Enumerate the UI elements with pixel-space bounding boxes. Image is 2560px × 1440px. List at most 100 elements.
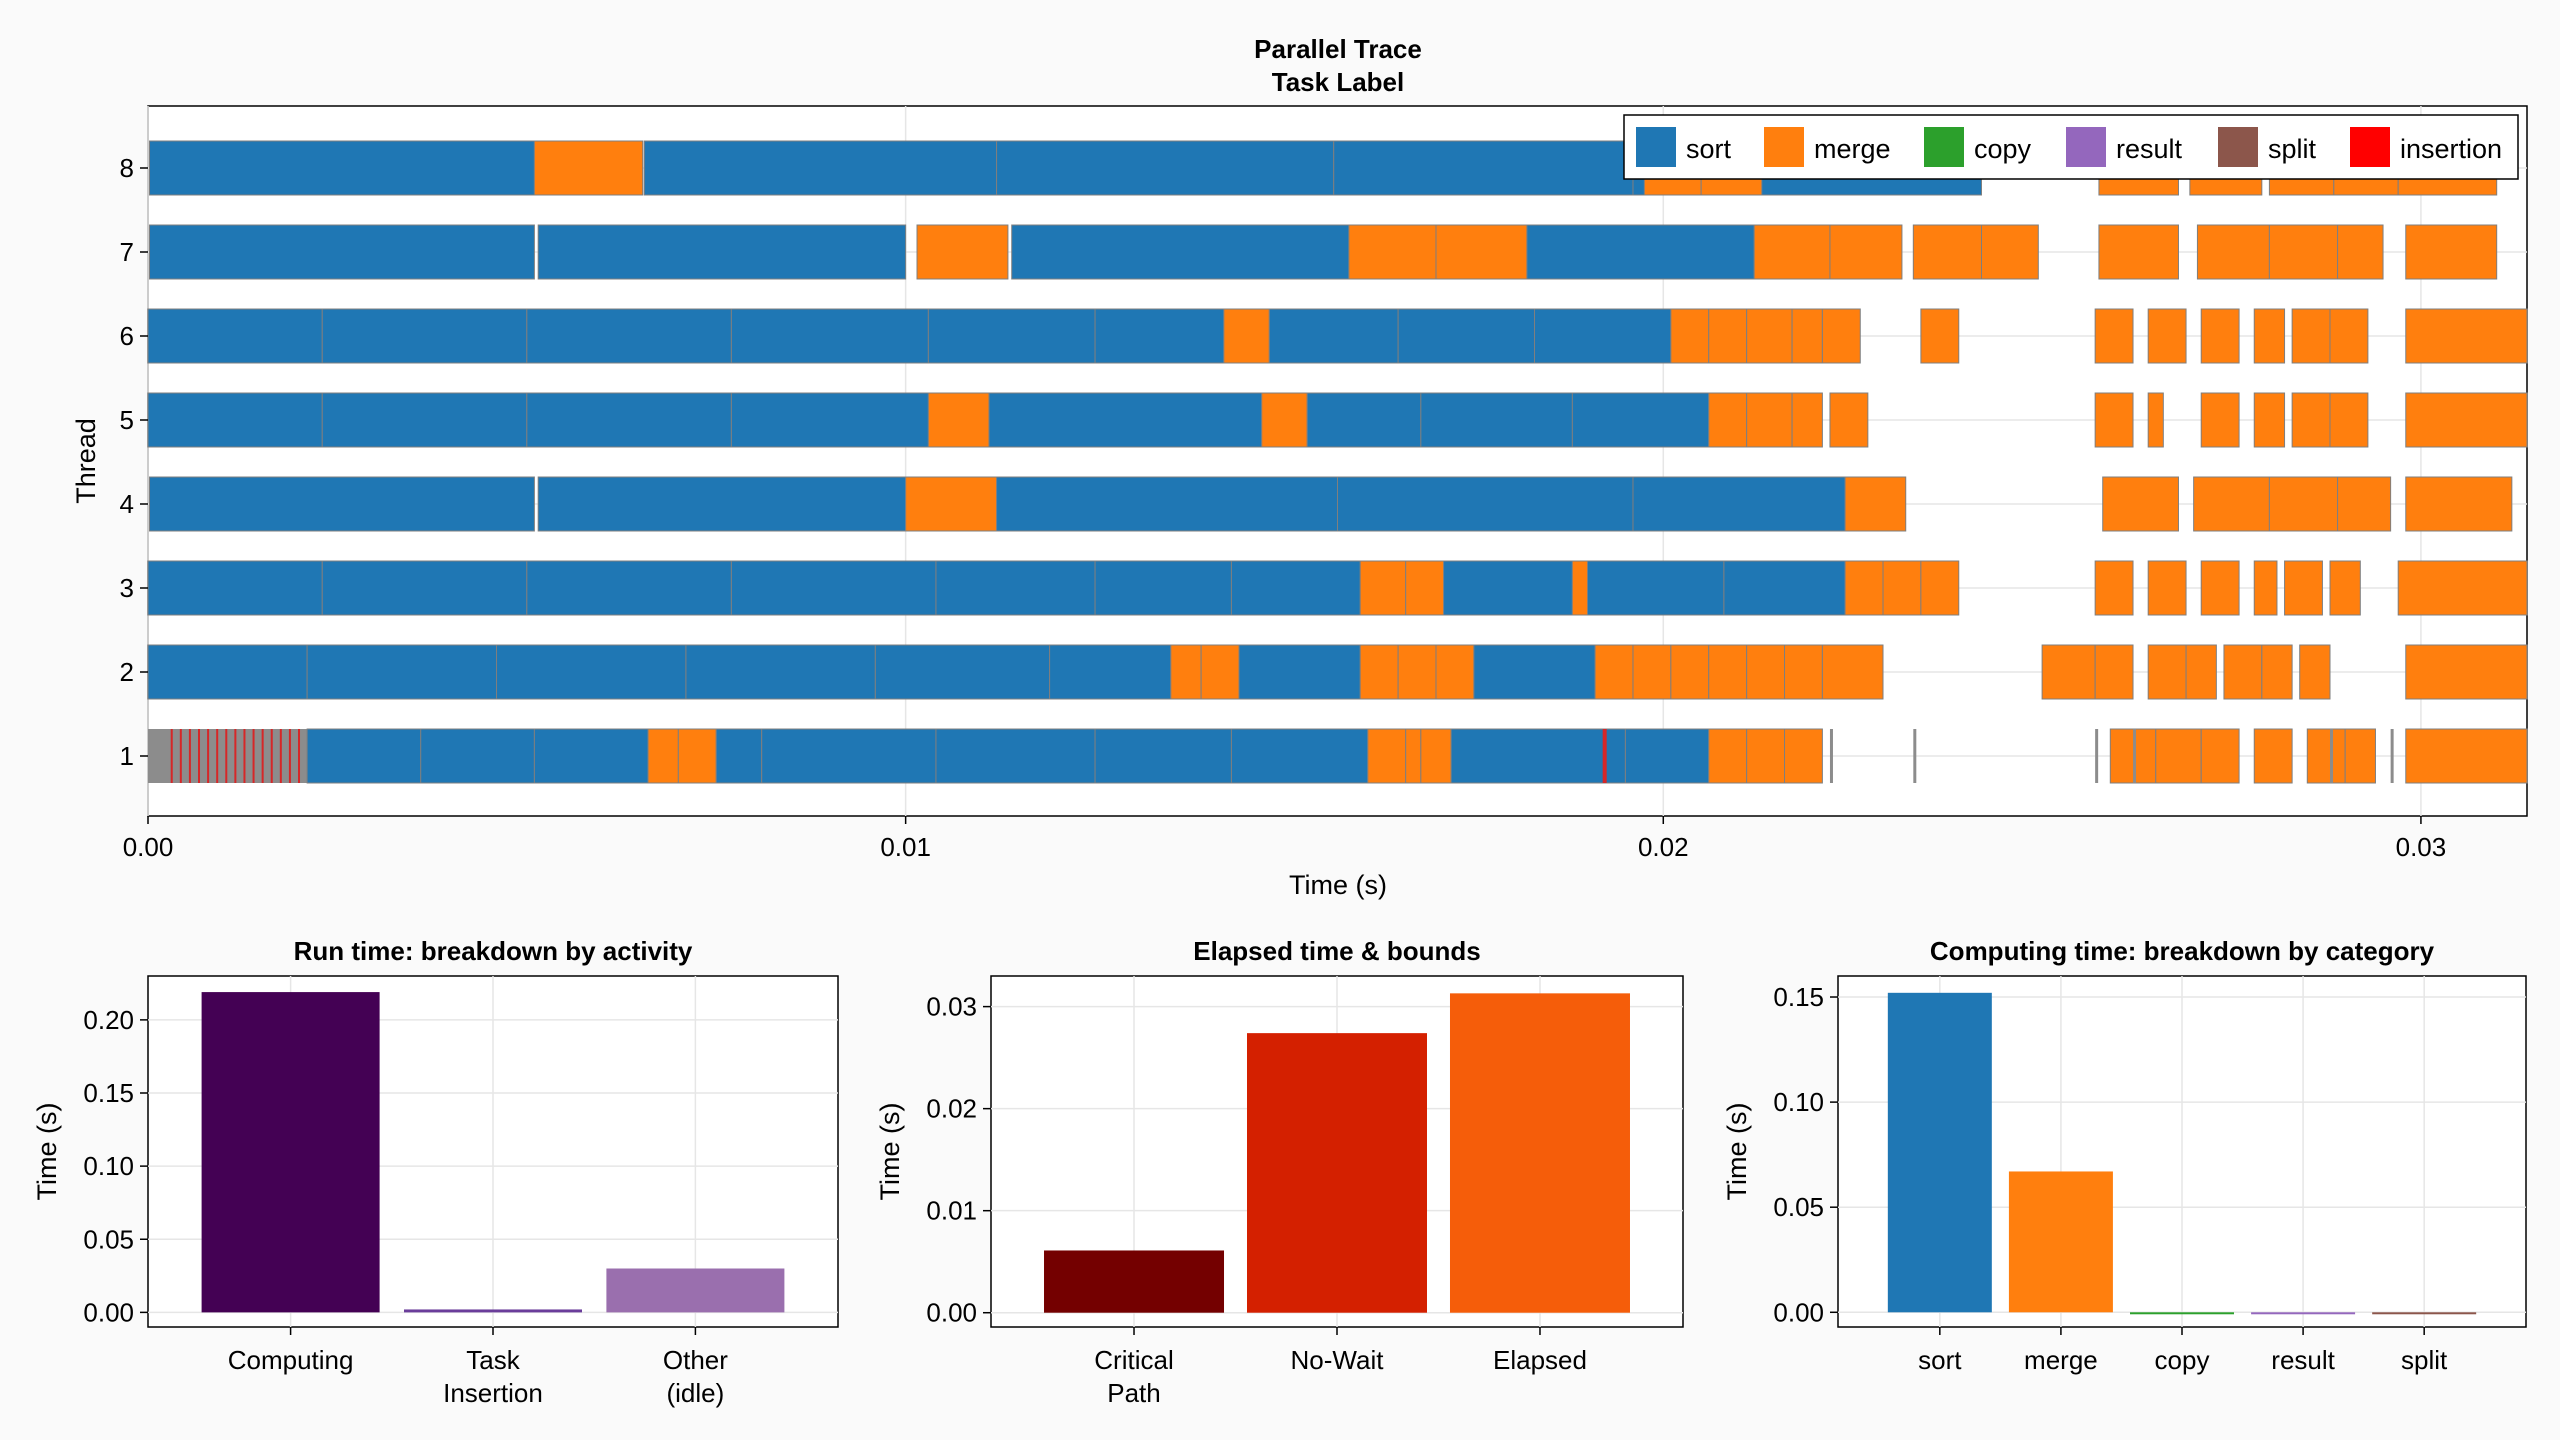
timeline-task-merge (1594, 644, 1634, 700)
bar-merge (2008, 1171, 2113, 1313)
bar-xtick-label: merge (2024, 1345, 2098, 1375)
timeline-task-sort (149, 140, 535, 196)
computing-breakdown-chart: Computing time: breakdown by category 0.0… (1722, 936, 2527, 1375)
timeline-task-sort (306, 644, 498, 700)
timeline-task-merge (1708, 644, 1748, 700)
bar-elapsed (1449, 993, 1630, 1313)
bar-copy (2130, 1312, 2234, 1315)
bar-xtick-label: Task Insertion (443, 1345, 543, 1408)
bar-xtick-label: sort (1918, 1345, 1962, 1375)
timeline-task-merge (1746, 644, 1786, 700)
timeline-task-merge (2329, 308, 2369, 364)
timeline-task-merge (1405, 560, 1445, 616)
timeline-task-sort (1011, 224, 1350, 280)
timeline-task-sort (988, 392, 1263, 448)
bar-ylabel: Time (s) (875, 1103, 905, 1201)
timeline-task-merge (2405, 644, 2528, 700)
legend-label-copy: copy (1974, 134, 2032, 164)
timeline-xticks: 0.00 0.01 0.02 0.03 (123, 816, 2446, 862)
timeline-insertion-mark (252, 729, 255, 783)
timeline-task-merge (2337, 224, 2384, 280)
timeline-ytick-label: 2 (120, 657, 134, 687)
timeline-task-merge (2284, 560, 2323, 616)
timeline-task-merge (1882, 560, 1922, 616)
timeline-task-sort (927, 308, 1096, 364)
timeline-task-sort (321, 560, 528, 616)
timeline-task-merge (1420, 728, 1452, 784)
timeline-task-sort (1450, 728, 1626, 784)
timeline-ytick-label: 8 (120, 153, 134, 183)
timeline-task-merge (2253, 728, 2293, 784)
timeline-task-sort (321, 392, 528, 448)
timeline-task-merge (1405, 728, 1422, 784)
timeline-task-sort (1333, 140, 1634, 196)
bar-ytick-label: 0.10 (83, 1151, 134, 1181)
legend-swatch-copy (1924, 127, 1964, 167)
timeline-task-merge (1223, 308, 1270, 364)
timeline-insertion-mark (270, 729, 273, 783)
bar-chart-title: Elapsed time & bounds (1193, 936, 1481, 966)
timeline-yticks: 1 2 3 4 5 6 7 8 (120, 153, 148, 771)
bar-result (2251, 1312, 2356, 1315)
timeline-insertion-mark (1602, 729, 1607, 783)
timeline-task-merge (2094, 644, 2134, 700)
timeline-task-merge (2200, 560, 2240, 616)
timeline-task-merge (1912, 224, 1982, 280)
elapsed-bounds-chart: Elapsed time & bounds 0.00 0.01 0.02 0.03 Cri… (875, 936, 1684, 1408)
timeline-task-sort (1094, 308, 1225, 364)
timeline-task-sort (730, 308, 929, 364)
timeline-task-sort (526, 560, 732, 616)
legend-swatch-sort (1636, 127, 1676, 167)
timeline-task-merge (2261, 644, 2293, 700)
timeline-task-merge (2147, 392, 2164, 448)
timeline-task-merge (2200, 728, 2240, 784)
timeline-insertion-mark (261, 729, 264, 783)
timeline-insertion-mark (216, 729, 219, 783)
timeline-task-merge (1920, 308, 1960, 364)
timeline-task-sort (1238, 644, 1361, 700)
timeline-task-merge (1571, 560, 1589, 616)
bar-computing (201, 992, 380, 1313)
timeline-insertion-mark (225, 729, 228, 783)
timeline-task-merge (1829, 224, 1903, 280)
timeline-task-sort (1230, 728, 1369, 784)
timeline-task-sort (1587, 560, 1725, 616)
timeline-task-merge (2041, 644, 2096, 700)
bar-task-insertion (404, 1309, 582, 1313)
bar-xtick-label: No-Wait (1291, 1345, 1385, 1375)
timeline-task-sort (537, 224, 907, 280)
bar-ytick-label: 0.00 (926, 1298, 977, 1328)
timeline-ytick-label: 6 (120, 321, 134, 351)
timeline-task-merge (2329, 560, 2361, 616)
legend-swatch-result (2066, 127, 2106, 167)
bar-split (2372, 1312, 2477, 1315)
timeline-task-merge (2185, 644, 2217, 700)
bar-ytick-label: 0.15 (1773, 982, 1824, 1012)
timeline-task-merge (1261, 392, 1308, 448)
timeline-xtick-label: 0.00 (123, 832, 174, 862)
legend-label-sort: sort (1686, 134, 1732, 164)
bar-no-wait (1247, 1033, 1427, 1313)
timeline-task-sort (147, 644, 308, 700)
timeline-task-merge (2253, 560, 2278, 616)
timeline-task-merge (1980, 224, 2039, 280)
timeline-task-sort (1533, 308, 1672, 364)
timeline-task-merge (1821, 308, 1861, 364)
timeline-task-sort (996, 476, 1338, 532)
timeline-task-sort (496, 644, 687, 700)
timeline-task-merge (1397, 644, 1437, 700)
bar-xtick-label: Critical Path (1094, 1345, 1173, 1408)
timeline-task-sort (149, 224, 535, 280)
timeline-ytick-label: 5 (120, 405, 134, 435)
timeline-task-sort (1337, 476, 1634, 532)
bar-xtick-label: result (2271, 1345, 2335, 1375)
timeline-task-sort (420, 728, 535, 784)
timeline-task-merge (1746, 392, 1793, 448)
timeline-insertion-mark (234, 729, 237, 783)
timeline-task-merge (1708, 308, 1748, 364)
bar-ytick-label: 0.05 (1773, 1192, 1824, 1222)
timeline-insertion-mark (207, 729, 210, 783)
timeline-task-sort (715, 728, 763, 784)
legend-label-merge: merge (1814, 134, 1891, 164)
